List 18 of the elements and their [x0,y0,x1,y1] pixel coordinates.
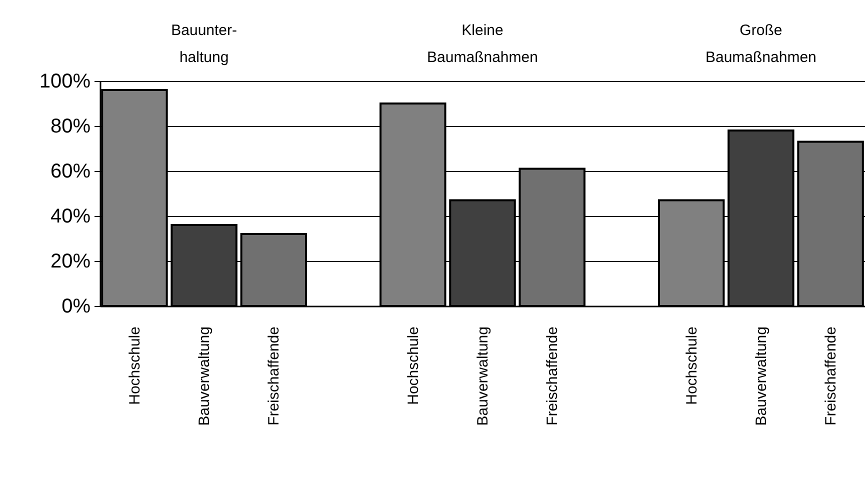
x-tick-label: Hochschule [126,326,144,405]
text: Kleine Baumaßnahmen [427,22,538,66]
y-tick-label: 20% [50,250,91,272]
y-tick-label: 80% [50,116,91,138]
y-tick-label: 0% [62,296,91,318]
y-tick-label: 100% [39,70,91,92]
x-tick-label: Freischaffende [266,326,283,426]
x-tick-label: Bauverwaltung [196,326,214,426]
x-tick-label: Freischaffende [822,326,840,426]
y-tick-label: 40% [50,206,91,228]
x-tick-label: Bauverwaltung [752,326,770,426]
x-tick-label: Bauverwaltung [474,326,492,426]
y-tick-label: 60% [50,160,91,182]
text: Große Baumaßnahmen [705,22,816,66]
x-tick-label: Hochschule [683,326,700,405]
x-tick-label: Freischaffende [544,326,562,426]
x-tick-label: Hochschule [404,326,422,405]
text: Bauunter- haltung [171,22,238,66]
